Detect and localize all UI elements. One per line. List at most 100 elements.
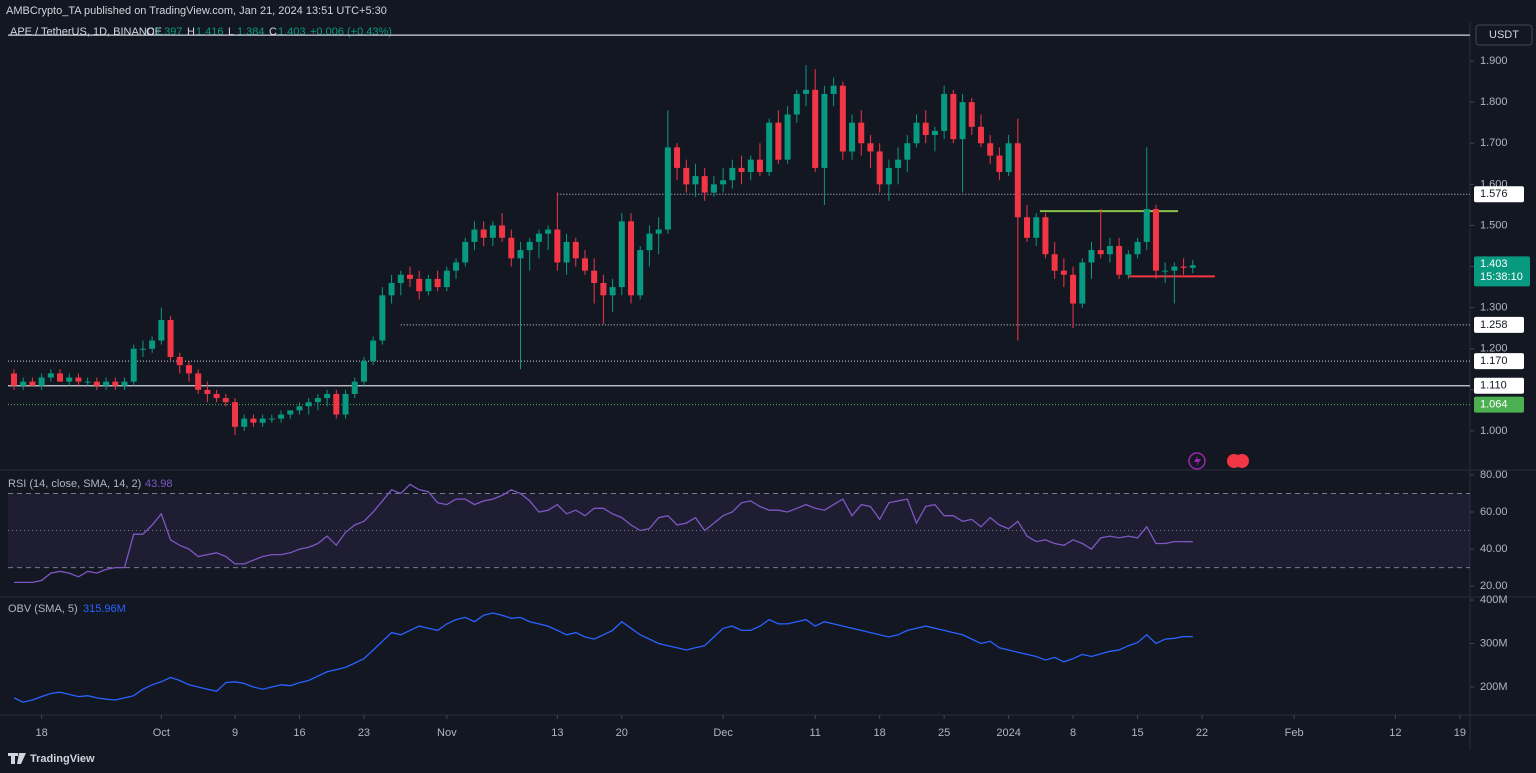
candle-body (149, 340, 156, 349)
candle-body (1134, 241, 1141, 255)
candle-body (821, 93, 828, 168)
level-label-box (1474, 316, 1524, 333)
candle-body (1042, 217, 1049, 255)
candle-body (324, 393, 331, 399)
x-tick-label: 15 (1131, 727, 1143, 739)
candle-body (305, 402, 312, 407)
y-tick-label: 400M (1480, 594, 1508, 606)
x-tick-label: 18 (35, 727, 47, 739)
candle-body (1143, 209, 1150, 242)
candle-body (1005, 143, 1012, 173)
candle-body (922, 122, 929, 136)
candle-body (600, 282, 607, 296)
y-tick-label: 1.000 (1480, 425, 1508, 437)
event-icon-bolt (1194, 455, 1201, 467)
level-label: 1.576 (1480, 188, 1508, 200)
candle-body (47, 373, 54, 378)
x-tick-label: 9 (232, 727, 238, 739)
candle-body (618, 221, 625, 288)
candle-body (1051, 254, 1058, 271)
candle-body (628, 221, 635, 296)
candle-body (895, 159, 902, 168)
rsi-title: RSI (14, close, SMA, 14, 2) (8, 478, 141, 490)
candle-body (720, 180, 727, 185)
candle-body (987, 143, 994, 156)
candle-body (1060, 270, 1067, 275)
candle-body (655, 229, 662, 234)
candle-body (1106, 246, 1113, 255)
candle-body (526, 241, 533, 251)
candle-body (480, 229, 487, 238)
candle-body (683, 167, 690, 185)
rsi-value: 43.98 (145, 478, 173, 490)
candle-body (508, 237, 515, 259)
price-label: 1.403 (1480, 258, 1508, 270)
level-label-box (1474, 396, 1524, 413)
candle-body (250, 418, 257, 423)
candle-body (1070, 274, 1077, 304)
candle-body (443, 270, 450, 288)
x-tick-label: 19 (1454, 727, 1466, 739)
candle-body (1125, 254, 1132, 275)
candle-body (996, 155, 1003, 173)
candle-body (29, 381, 36, 386)
candle-body (1097, 250, 1104, 255)
x-tick-label: 22 (1196, 727, 1208, 739)
candle-body (517, 250, 524, 259)
candle-body (370, 340, 377, 362)
candle-body (1033, 217, 1040, 238)
y-tick-label: 1.500 (1480, 219, 1508, 231)
candle-body (434, 278, 441, 288)
candle-body (259, 418, 266, 423)
candle-body (397, 274, 404, 283)
candle-body (342, 393, 349, 415)
ohlc-change: +0.006 (+0.43%) (310, 26, 392, 38)
candle-body (93, 381, 100, 386)
y-tick-label: 60.00 (1480, 506, 1508, 518)
candle-body (747, 159, 754, 173)
candle-body (1152, 209, 1159, 271)
candle-body (554, 229, 561, 263)
candle-body (333, 393, 340, 415)
publisher: AMBCrypto_TA published on TradingView.co… (6, 5, 387, 17)
candle-body (839, 85, 846, 152)
ohlc-value: 1.416 (196, 26, 224, 38)
candle-body (425, 278, 432, 292)
y-tick-label: 1.200 (1480, 343, 1508, 355)
candle-body (314, 398, 321, 403)
candle-body (241, 418, 248, 427)
candle-body (1180, 266, 1187, 268)
candle-body (103, 381, 110, 386)
candle-body (222, 398, 229, 403)
x-tick-label: 25 (938, 727, 950, 739)
level-label-box (1474, 186, 1524, 203)
candle-body (130, 348, 137, 382)
level-label: 1.064 (1480, 399, 1508, 411)
event-icon-flag[interactable] (1235, 454, 1249, 468)
y-tick-label: 200M (1480, 681, 1508, 693)
candle-body (213, 393, 220, 399)
candle-body (462, 241, 469, 263)
candle-body (756, 159, 763, 173)
y-tick-label: 1.900 (1480, 55, 1508, 67)
event-icon[interactable] (1188, 452, 1206, 470)
candle-body (20, 381, 27, 386)
countdown: 15:38:10 (1480, 271, 1523, 283)
candle-body (204, 389, 211, 394)
candle-body (139, 348, 146, 350)
x-tick-label: 12 (1389, 727, 1401, 739)
candle-body (1189, 265, 1196, 268)
x-tick-label: 2024 (996, 727, 1020, 739)
candle-body (646, 233, 653, 251)
candle-body (278, 414, 285, 419)
x-tick-label: Nov (437, 727, 457, 739)
x-tick-label: 20 (616, 727, 628, 739)
candle-body (406, 274, 413, 279)
y-tick-label: 20.00 (1480, 580, 1508, 592)
candle-body (1171, 266, 1178, 271)
x-tick-label: 16 (293, 727, 305, 739)
candle-body (904, 143, 911, 160)
candle-body (858, 122, 865, 144)
candle-body (112, 381, 119, 386)
